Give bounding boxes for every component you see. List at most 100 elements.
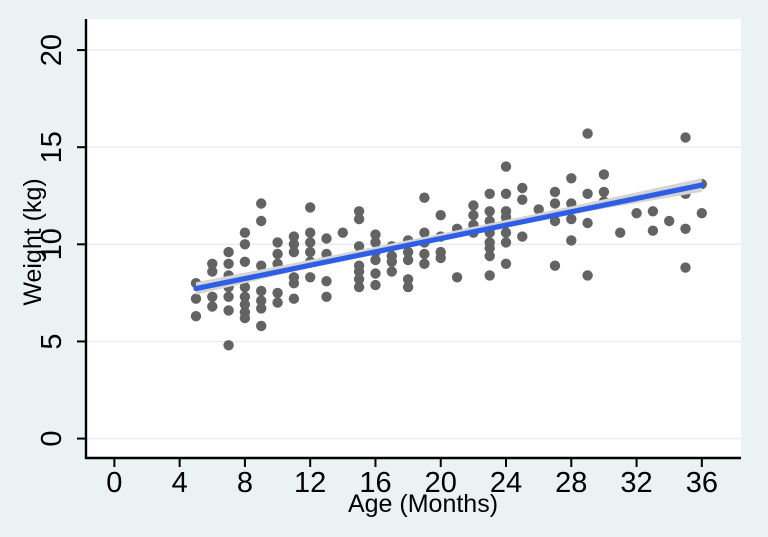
data-point — [223, 305, 234, 316]
y-tick-label: 0 — [36, 431, 68, 447]
data-point — [272, 287, 283, 299]
data-point — [288, 278, 300, 289]
data-point — [370, 254, 381, 266]
data-point — [256, 295, 267, 306]
data-point — [647, 206, 659, 217]
axes — [84, 19, 741, 460]
data-point — [402, 254, 414, 266]
data-point — [239, 281, 251, 293]
data-point — [386, 266, 397, 277]
x-axis-title: Age (Months) — [348, 490, 498, 518]
data-point — [239, 256, 251, 267]
data-point — [321, 276, 332, 287]
data-point — [582, 270, 593, 281]
data-point — [696, 208, 707, 219]
data-point — [484, 270, 495, 281]
data-point — [680, 223, 691, 234]
data-point — [566, 173, 577, 184]
data-point — [370, 229, 381, 240]
y-tick-label: 20 — [36, 34, 68, 66]
data-point — [549, 215, 561, 227]
data-point — [353, 206, 365, 217]
data-point — [435, 210, 446, 221]
data-point — [256, 285, 267, 297]
data-point — [239, 312, 251, 324]
data-point — [239, 299, 251, 310]
data-point — [419, 227, 430, 238]
data-point — [549, 198, 561, 209]
x-tick-labels: 0 4 8 12 16 20 24 28 32 36 — [106, 458, 718, 499]
data-point — [500, 258, 512, 269]
data-point — [305, 272, 316, 283]
data-point — [337, 227, 348, 238]
x-tick-label: 36 — [686, 467, 718, 499]
data-point — [272, 297, 283, 308]
data-point — [582, 217, 593, 229]
data-point — [370, 279, 381, 291]
x-tick-label: 16 — [359, 467, 391, 499]
data-point — [305, 202, 316, 213]
data-point — [582, 128, 593, 139]
data-point — [223, 246, 234, 258]
data-point — [680, 262, 691, 273]
data-point — [598, 186, 610, 198]
data-point — [223, 258, 234, 269]
data-point — [353, 281, 365, 293]
y-axis-title: Weight (kg) — [19, 178, 47, 305]
data-point — [190, 293, 202, 304]
data-point — [549, 260, 561, 271]
data-point — [615, 227, 626, 238]
data-point — [566, 213, 577, 225]
data-point — [402, 274, 414, 285]
x-tick-label: 28 — [555, 467, 587, 499]
y-tick-labels: 0 5 10 15 20 — [36, 34, 86, 447]
x-tick-label: 4 — [172, 467, 188, 499]
data-point — [451, 272, 463, 283]
data-point — [419, 192, 430, 203]
data-point — [566, 235, 577, 246]
plot-area — [85, 19, 741, 458]
data-point — [370, 237, 381, 248]
data-point — [207, 266, 218, 277]
data-point — [256, 215, 267, 227]
data-point — [288, 231, 300, 242]
data-point — [272, 237, 283, 248]
data-point — [272, 248, 283, 260]
data-point — [256, 198, 267, 209]
x-tick-label: 32 — [620, 467, 652, 499]
data-point — [500, 188, 512, 199]
data-point — [386, 256, 397, 267]
y-tick-label: 10 — [36, 228, 68, 260]
y-tick-label: 15 — [36, 131, 68, 163]
data-point — [353, 266, 365, 277]
data-point — [370, 268, 381, 279]
data-point — [402, 281, 414, 293]
data-point — [517, 194, 528, 205]
data-point — [598, 169, 610, 180]
data-point — [647, 225, 659, 236]
data-point — [207, 301, 218, 312]
data-point — [207, 291, 218, 302]
data-point — [582, 188, 593, 199]
data-point — [353, 213, 365, 225]
data-point — [321, 233, 332, 244]
data-point — [468, 210, 479, 221]
data-point — [190, 311, 202, 322]
data-point — [353, 241, 365, 252]
data-point — [223, 340, 234, 351]
x-tick-label: 8 — [237, 467, 253, 499]
data-point — [631, 208, 642, 219]
data-point — [239, 291, 251, 302]
data-point — [419, 258, 430, 269]
data-point — [321, 291, 332, 302]
data-point — [288, 239, 300, 250]
x-tick-label: 24 — [490, 467, 522, 499]
data-point — [468, 200, 479, 211]
data-point — [223, 291, 234, 302]
data-point — [256, 320, 267, 332]
data-point — [435, 252, 446, 264]
data-point — [484, 250, 495, 262]
data-point — [533, 204, 544, 215]
